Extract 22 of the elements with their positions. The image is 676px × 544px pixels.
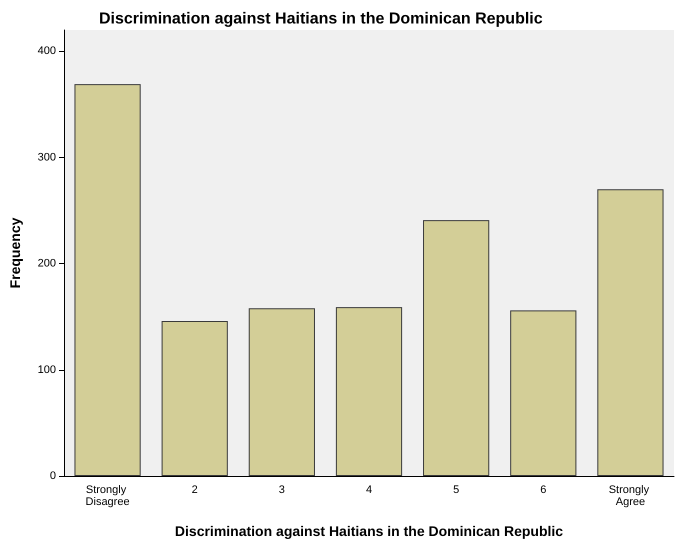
y-tick-label: 400 bbox=[38, 45, 56, 58]
bar bbox=[162, 320, 228, 476]
x-tick-label: Strongly Disagree bbox=[86, 484, 130, 508]
x-tick-label: 3 bbox=[278, 484, 285, 496]
y-axis-title: Frequency bbox=[7, 217, 23, 288]
x-tick-label: 5 bbox=[453, 484, 460, 496]
bar bbox=[510, 310, 576, 476]
y-tick-label: 100 bbox=[38, 364, 56, 376]
x-tick-label: 4 bbox=[366, 484, 372, 496]
x-tick-label: Strongly Agree bbox=[608, 484, 652, 508]
bar bbox=[423, 220, 490, 476]
bar bbox=[248, 308, 315, 476]
bar bbox=[336, 307, 402, 476]
chart-title: Discrimination against Haitians in the Dominican Republic bbox=[99, 10, 543, 28]
bar bbox=[597, 189, 664, 476]
x-axis-title: Discrimination against Haitians in the Dominican Republic bbox=[174, 523, 564, 539]
x-tick-label: 2 bbox=[192, 484, 198, 496]
x-tick-label: 6 bbox=[540, 484, 546, 496]
bar bbox=[74, 84, 141, 476]
y-tick-label: 0 bbox=[50, 470, 56, 482]
y-tick-label: 200 bbox=[38, 258, 56, 270]
y-tick-label: 300 bbox=[38, 151, 56, 164]
